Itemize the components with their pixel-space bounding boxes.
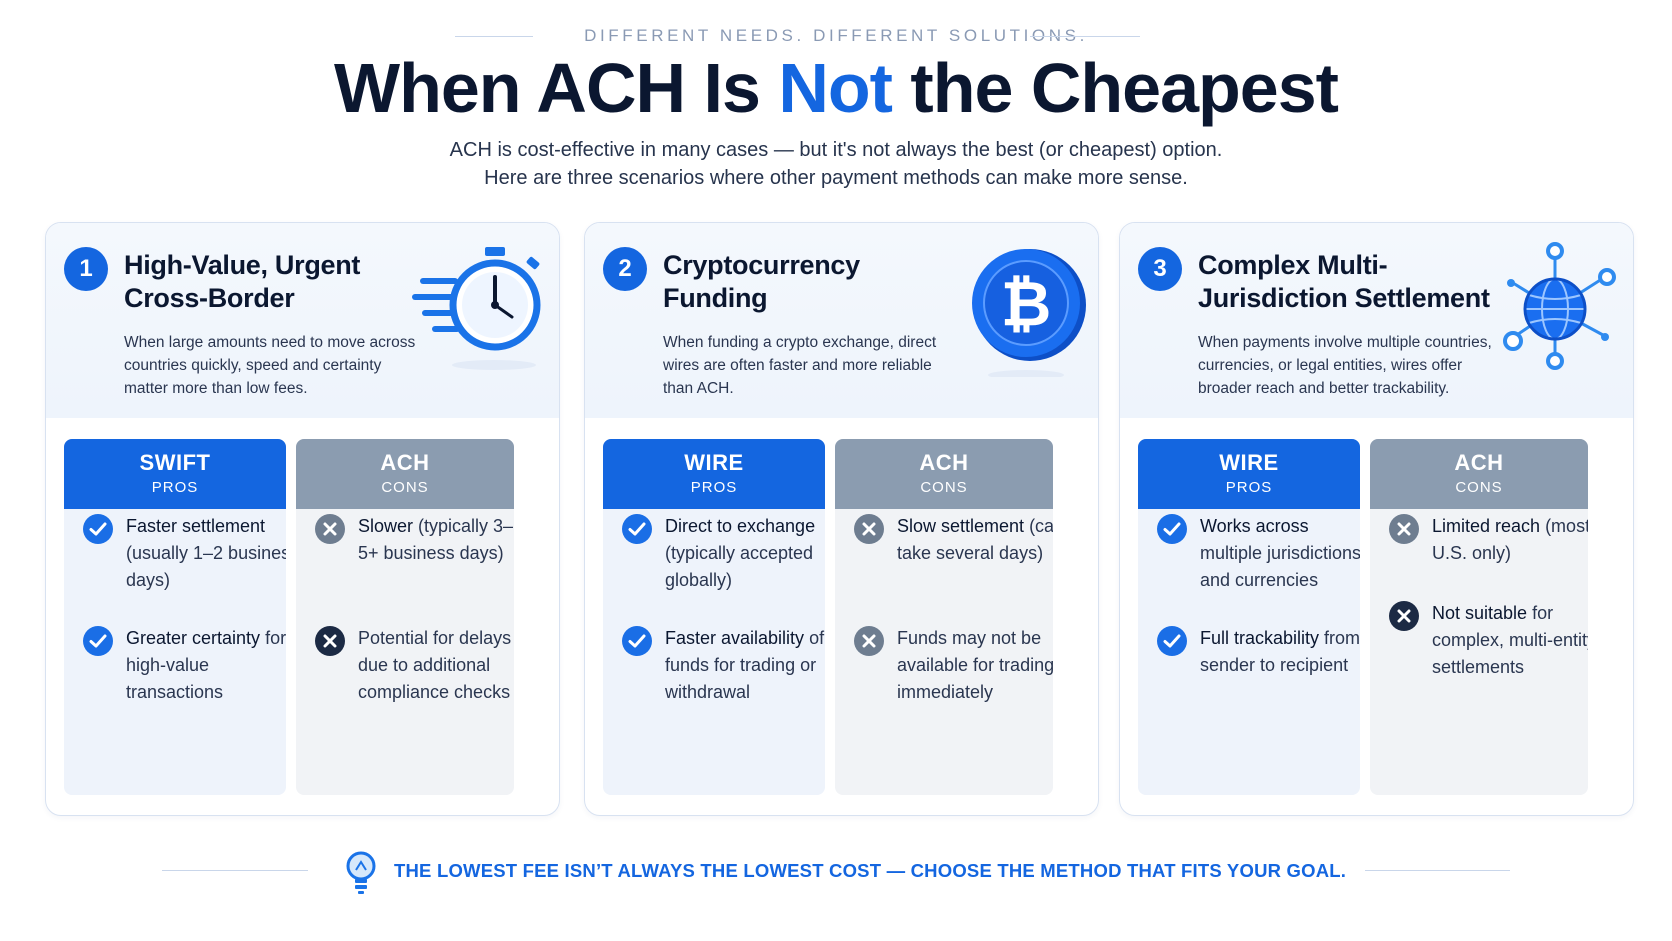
item-lead: Faster availability	[665, 628, 805, 648]
pros-column: WIRE PROS Direct to exchange (typically …	[603, 439, 825, 795]
x-icon	[853, 625, 885, 657]
item-lead: Full trackability	[1200, 628, 1320, 648]
item-text: Funds may not be available for trading i…	[897, 628, 1053, 702]
item-text: (usually 1–2 business days)	[126, 543, 286, 590]
x-icon-dark	[314, 625, 346, 657]
item-text: (mostly U.S. only)	[1432, 516, 1588, 563]
step-number-badge: 3	[1138, 247, 1182, 291]
globe-network-icon	[1483, 237, 1623, 377]
check-icon	[1156, 625, 1188, 657]
lightbulb-icon	[340, 848, 382, 898]
item-text: (typically 3–5+ business days)	[358, 516, 514, 563]
eyebrow-row: DIFFERENT NEEDS. DIFFERENT SOLUTIONS.	[0, 24, 1672, 48]
pros-header: WIRE PROS	[603, 439, 825, 509]
item-lead: Works across	[1200, 516, 1309, 536]
card-title: Cryptocurrency Funding	[663, 250, 860, 313]
page-title: When ACH Is Not the Cheapest	[0, 48, 1672, 128]
item-text: multiple jurisdictions and currencies	[1200, 543, 1360, 590]
card-description: When funding a crypto exchange, direct w…	[663, 334, 937, 397]
item-lead: Faster settlement	[126, 516, 266, 536]
card-title: High-Value, Urgent Cross-Border	[124, 250, 361, 313]
divider	[162, 870, 308, 871]
cons-header: ACH CONS	[296, 439, 514, 509]
bitcoin-coin-icon: ₿	[948, 237, 1088, 380]
bitcoin-glyph: ₿	[1001, 270, 1052, 339]
eyebrow-text: DIFFERENT NEEDS. DIFFERENT SOLUTIONS.	[584, 26, 1088, 45]
step-number-badge: 2	[603, 247, 647, 291]
item-lead: Not suitable	[1432, 603, 1528, 623]
cons-column: ACH CONS Limited reach (mostly U.S. only…	[1370, 439, 1588, 795]
scenario-card: 2 Cryptocurrency Funding When funding a …	[584, 222, 1099, 816]
x-icon-dark	[1388, 600, 1420, 632]
pros-label: PROS	[1225, 479, 1273, 496]
check-icon	[1156, 513, 1188, 545]
check-icon	[82, 625, 114, 657]
cons-method: ACH	[1454, 450, 1504, 475]
scenario-card: 3 Complex Multi-Jurisdiction Settlement …	[1119, 222, 1634, 816]
card-description: When large amounts need to move across c…	[124, 334, 416, 397]
item-text: of funds for trading or withdrawal	[665, 628, 825, 702]
item-lead: Direct to exchange	[665, 516, 816, 536]
pros-label: PROS	[151, 479, 199, 496]
divider	[1030, 36, 1140, 37]
x-icon	[314, 513, 346, 545]
cons-header: ACH CONS	[835, 439, 1053, 509]
pros-label: PROS	[690, 479, 738, 496]
pros-header: WIRE PROS	[1138, 439, 1360, 509]
cons-method: ACH	[380, 450, 430, 475]
x-icon	[853, 513, 885, 545]
item-lead: Greater certainty	[126, 628, 261, 648]
step-number-badge: 1	[64, 247, 108, 291]
item-lead: Slower	[358, 516, 414, 536]
footer-tagline: THE LOWEST FEE ISN’T ALWAYS THE LOWEST C…	[394, 860, 1347, 881]
item-text: (typically accepted globally)	[665, 543, 814, 590]
x-icon	[1388, 513, 1420, 545]
title-accent: Not	[778, 49, 893, 127]
check-icon	[621, 513, 653, 545]
cons-label: CONS	[381, 479, 429, 496]
divider	[1365, 870, 1510, 871]
scenario-card: 1 High-Value, Urgent Cross-Border When l…	[45, 222, 560, 816]
pros-method: WIRE	[1219, 450, 1279, 475]
item-text: (can take several days)	[897, 516, 1053, 563]
item-lead: Slow settlement	[897, 516, 1025, 536]
pros-method: WIRE	[684, 450, 744, 475]
divider	[455, 36, 533, 37]
item-text: Potential for delays due to additional c…	[358, 628, 512, 702]
footer: THE LOWEST FEE ISN’T ALWAYS THE LOWEST C…	[0, 848, 1672, 898]
item-text: for high-value transactions	[126, 628, 286, 702]
check-icon	[621, 625, 653, 657]
card-description: When payments involve multiple countries…	[1198, 334, 1492, 397]
pros-column: SWIFT PROS Faster settlement (usually 1–…	[64, 439, 286, 795]
subtitle-line: Here are three scenarios where other pay…	[484, 167, 1188, 189]
pros-header: SWIFT PROS	[64, 439, 286, 509]
cons-column: ACH CONS Slower (typically 3–5+ business…	[296, 439, 514, 795]
check-icon	[82, 513, 114, 545]
cons-column: ACH CONS Slow settlement (can take sever…	[835, 439, 1053, 795]
subtitle-line: ACH is cost-effective in many cases — bu…	[449, 139, 1223, 161]
title-part1: When ACH Is	[334, 49, 779, 127]
item-lead: Limited reach	[1432, 516, 1541, 536]
item-text: for complex, multi-entity settlements	[1432, 603, 1588, 677]
item-text: from sender to recipient	[1200, 628, 1360, 675]
cons-label: CONS	[1455, 479, 1503, 496]
cons-header: ACH CONS	[1370, 439, 1588, 509]
stopwatch-speed-icon	[409, 237, 549, 377]
pros-column: WIRE PROS Works across multiple jurisdic…	[1138, 439, 1360, 795]
title-part2: the Cheapest	[891, 49, 1339, 127]
cons-label: CONS	[920, 479, 968, 496]
page-subtitle: ACH is cost-effective in many cases — bu…	[0, 136, 1672, 192]
card-title: Complex Multi-Jurisdiction Settlement	[1198, 250, 1490, 313]
pros-method: SWIFT	[139, 450, 211, 475]
cons-method: ACH	[919, 450, 969, 475]
